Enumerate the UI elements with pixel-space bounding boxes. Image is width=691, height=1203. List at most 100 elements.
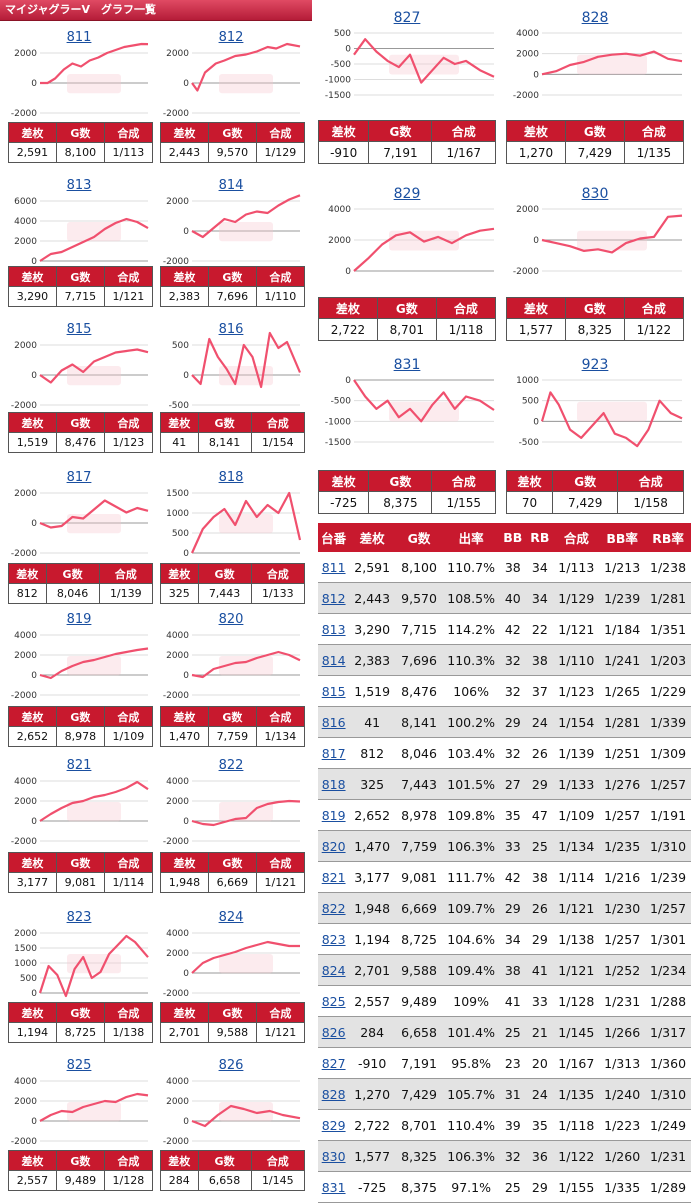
machine-number-link[interactable]: 828 [321,1086,346,1102]
table-cell: 8,476 [395,675,443,707]
machine-link-cell[interactable]: 829 [318,1109,350,1141]
graph-title-link[interactable]: 818 [218,470,244,485]
graph-title-link[interactable]: 815 [66,322,92,337]
machine-number-link[interactable]: 820 [321,838,346,854]
table-cell: 106% [443,675,500,707]
graph-title-link[interactable]: 823 [66,910,92,925]
table-cell: 38 [526,861,554,893]
graph-title-link[interactable]: 827 [393,10,421,26]
graph-title-link[interactable]: 821 [66,758,92,773]
graph-title-link[interactable]: 828 [581,10,609,26]
column-header: G数 [395,523,443,552]
machine-number-link[interactable]: 822 [321,900,346,916]
stat-value-combined: 1/133 [250,583,306,604]
stat-value-combined: 1/167 [431,141,496,164]
table-cell: 8,100 [395,552,443,583]
graph-title-link[interactable]: 923 [581,357,609,373]
machine-number-link[interactable]: 831 [321,1179,346,1195]
machine-link-cell[interactable]: 816 [318,706,350,738]
series-line [39,647,149,680]
machine-link-cell[interactable]: 821 [318,861,350,893]
y-tick-label: 4000 [14,1077,37,1087]
stat-header: 合成 [103,122,154,143]
column-header: RB [526,523,554,552]
graph-title-link[interactable]: 812 [218,30,244,45]
y-tick-label: -2000 [11,1137,37,1147]
machine-number-link[interactable]: 819 [321,807,346,823]
y-tick-label: 1500 [14,944,37,954]
machine-link-cell[interactable]: 828 [318,1078,350,1110]
y-tick-label: 4000 [166,777,189,787]
series-line [38,934,149,998]
graph-title-link[interactable]: 816 [218,322,244,337]
graph-title-link[interactable]: 820 [218,612,244,627]
graph-title-link[interactable]: 814 [218,178,244,193]
graph-title-link[interactable]: 830 [581,186,609,202]
machine-number-link[interactable]: 829 [321,1117,346,1133]
machine-number-link[interactable]: 818 [321,776,346,792]
machine-link-cell[interactable]: 831 [318,1171,350,1203]
table-cell: 2,701 [349,954,396,986]
machine-number-link[interactable]: 825 [321,993,346,1009]
graph-title-link[interactable]: 811 [66,30,92,45]
machine-number-link[interactable]: 824 [321,962,346,978]
machine-link-cell[interactable]: 823 [318,923,350,955]
y-tick-label: 0 [183,817,189,827]
table-cell: 1/257 [599,799,646,831]
y-tick-label: -500 [519,438,540,448]
machine-number-link[interactable]: 814 [321,652,346,668]
watermark-logo-icon [219,656,273,676]
y-tick-label: 2000 [166,797,189,807]
machine-number-link[interactable]: 823 [321,931,346,947]
graph-title-link[interactable]: 826 [218,1058,244,1073]
table-cell: 7,443 [395,768,443,800]
machine-link-cell[interactable]: 812 [318,582,350,614]
graph-title-link[interactable]: 813 [66,178,92,193]
machine-link-cell[interactable]: 815 [318,675,350,707]
machine-link-cell[interactable]: 822 [318,892,350,924]
table-cell: 1/223 [599,1109,646,1141]
machine-link-cell[interactable]: 827 [318,1047,350,1079]
table-cell: 7,759 [395,830,443,862]
graph-title-link[interactable]: 824 [218,910,244,925]
machine-link-cell[interactable]: 826 [318,1016,350,1048]
stat-header: 合成 [103,1002,154,1023]
machine-number-link[interactable]: 821 [321,869,346,885]
machine-link-cell[interactable]: 817 [318,737,350,769]
machine-number-link[interactable]: 830 [321,1148,346,1164]
machine-number-link[interactable]: 813 [321,621,346,637]
table-cell: 1/139 [553,737,600,769]
y-tick-label: -2000 [163,1137,189,1147]
machine-link-cell[interactable]: 824 [318,954,350,986]
graph-title-link[interactable]: 831 [393,357,421,373]
graph-title-link[interactable]: 822 [218,758,244,773]
machine-number-link[interactable]: 812 [321,590,346,606]
machine-link-cell[interactable]: 819 [318,799,350,831]
stat-header: G数 [197,412,252,433]
machine-number-link[interactable]: 827 [321,1055,346,1071]
machine-number-link[interactable]: 811 [321,559,346,575]
y-tick-label: 0 [183,79,189,89]
machine-link-cell[interactable]: 825 [318,985,350,1017]
machine-link-cell[interactable]: 830 [318,1140,350,1172]
machine-number-link[interactable]: 826 [321,1024,346,1040]
machine-link-cell[interactable]: 818 [318,768,350,800]
machine-link-cell[interactable]: 814 [318,644,350,676]
series-line [190,491,302,554]
table-cell: 1/351 [645,613,691,645]
graph-title-link[interactable]: 825 [66,1058,92,1073]
stat-header: 合成 [255,706,306,727]
y-tick-label: -500 [169,401,190,411]
machine-number-link[interactable]: 816 [321,714,346,730]
machine-link-cell[interactable]: 820 [318,830,350,862]
machine-number-link[interactable]: 815 [321,683,346,699]
y-tick-label: 2000 [328,236,351,246]
graph-title-link[interactable]: 817 [66,470,92,485]
machine-link-cell[interactable]: 811 [318,552,350,583]
graph-title-link[interactable]: 819 [66,612,92,627]
machine-number-link[interactable]: 817 [321,745,346,761]
graph-title-link[interactable]: 829 [393,186,421,202]
machine-link-cell[interactable]: 813 [318,613,350,645]
table-cell: 34 [526,582,554,614]
table-cell: 7,429 [395,1078,443,1110]
